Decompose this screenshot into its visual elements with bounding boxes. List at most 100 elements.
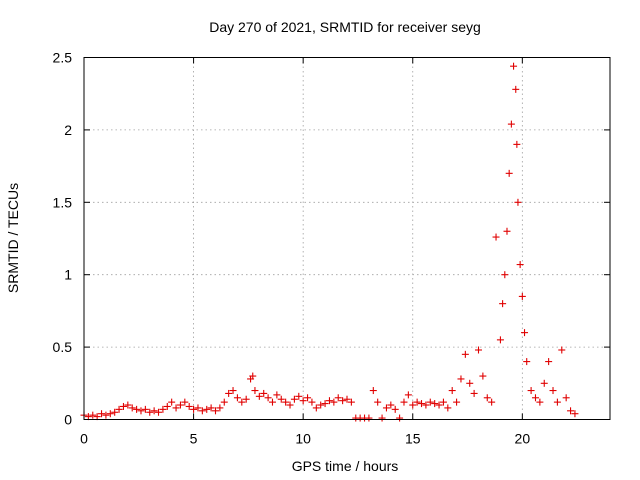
- data-point: [330, 398, 338, 406]
- data-point: [238, 398, 246, 406]
- data-point: [321, 400, 329, 408]
- data-point: [312, 404, 320, 412]
- data-point: [203, 405, 211, 413]
- y-tick-label: 1.5: [53, 194, 73, 210]
- y-tick-label: 0.5: [53, 339, 73, 355]
- data-point: [146, 408, 154, 416]
- data-point: [499, 300, 507, 308]
- data-point: [510, 62, 518, 70]
- data-point: [369, 387, 377, 395]
- data-point: [290, 395, 298, 403]
- data-point: [229, 387, 237, 395]
- data-point: [400, 398, 408, 406]
- data-point: [84, 413, 92, 421]
- data-points: [80, 62, 579, 422]
- x-axis-label: GPS time / hours: [292, 458, 399, 474]
- data-point: [431, 400, 439, 408]
- data-point: [268, 398, 276, 406]
- data-point: [207, 404, 215, 412]
- data-point: [413, 398, 421, 406]
- axis-ticks: 0 5 10 15 20 0 0.5 1 1.5 2 2.5: [53, 50, 610, 447]
- data-point: [150, 407, 158, 415]
- x-tick-label: 10: [295, 431, 311, 447]
- y-tick-label: 0: [64, 412, 72, 428]
- y-tick-label: 2.5: [53, 50, 73, 66]
- plot-frame: [83, 57, 611, 420]
- data-point: [277, 395, 285, 403]
- data-point: [444, 404, 452, 412]
- data-point: [334, 394, 342, 402]
- data-point: [518, 292, 526, 300]
- data-point: [304, 394, 312, 402]
- data-point: [549, 387, 557, 395]
- data-point: [483, 394, 491, 402]
- data-point: [391, 405, 399, 413]
- data-point: [496, 336, 504, 344]
- data-point: [106, 410, 114, 418]
- data-point: [282, 398, 290, 406]
- data-point: [141, 405, 149, 413]
- data-point: [453, 398, 461, 406]
- data-point: [448, 387, 456, 395]
- data-point: [339, 397, 347, 405]
- data-point: [89, 411, 97, 419]
- data-point: [512, 85, 520, 93]
- data-point: [172, 404, 180, 412]
- data-point: [418, 400, 426, 408]
- data-point: [501, 271, 509, 279]
- data-point: [347, 398, 355, 406]
- data-point: [194, 404, 202, 412]
- data-point: [426, 398, 434, 406]
- data-point: [212, 407, 219, 415]
- data-point: [571, 410, 579, 418]
- data-point: [516, 261, 524, 269]
- data-point: [382, 404, 390, 412]
- x-tick-label: 5: [190, 431, 198, 447]
- x-tick-label: 0: [80, 431, 88, 447]
- data-point: [466, 379, 474, 387]
- data-point: [503, 227, 511, 235]
- data-point: [190, 405, 198, 413]
- data-point: [249, 372, 257, 380]
- x-tick-label: 15: [405, 431, 421, 447]
- x-tick-label: 20: [515, 431, 531, 447]
- data-point: [137, 407, 145, 415]
- data-point: [233, 394, 241, 402]
- data-point: [396, 414, 404, 422]
- y-axis-label: SRMTID / TECUs: [5, 183, 21, 293]
- data-point: [216, 404, 224, 412]
- data-point: [260, 389, 268, 397]
- data-point: [111, 408, 119, 416]
- data-point: [159, 405, 167, 413]
- data-point: [163, 402, 171, 410]
- data-point: [461, 350, 469, 358]
- data-point: [540, 379, 548, 387]
- data-point: [198, 407, 206, 415]
- data-point: [457, 375, 465, 383]
- data-point: [273, 391, 281, 399]
- data-point: [98, 410, 106, 418]
- data-point: [507, 120, 515, 128]
- data-point: [242, 395, 250, 403]
- data-point: [168, 398, 176, 406]
- data-point: [176, 401, 184, 409]
- data-point: [435, 401, 443, 409]
- chart-title: Day 270 of 2021, SRMTID for receiver sey…: [209, 19, 481, 35]
- data-point: [308, 398, 316, 406]
- data-point: [514, 198, 522, 206]
- data-point: [553, 398, 561, 406]
- data-point: [558, 346, 566, 354]
- data-point: [567, 407, 575, 415]
- data-point: [264, 394, 272, 402]
- data-point: [181, 398, 189, 406]
- data-point: [220, 398, 228, 406]
- data-point: [286, 401, 294, 409]
- data-point: [251, 387, 259, 395]
- data-point: [378, 414, 386, 422]
- data-point: [124, 401, 132, 409]
- data-point: [185, 402, 193, 410]
- data-point: [102, 411, 110, 419]
- data-point: [492, 233, 500, 241]
- data-point: [488, 398, 496, 406]
